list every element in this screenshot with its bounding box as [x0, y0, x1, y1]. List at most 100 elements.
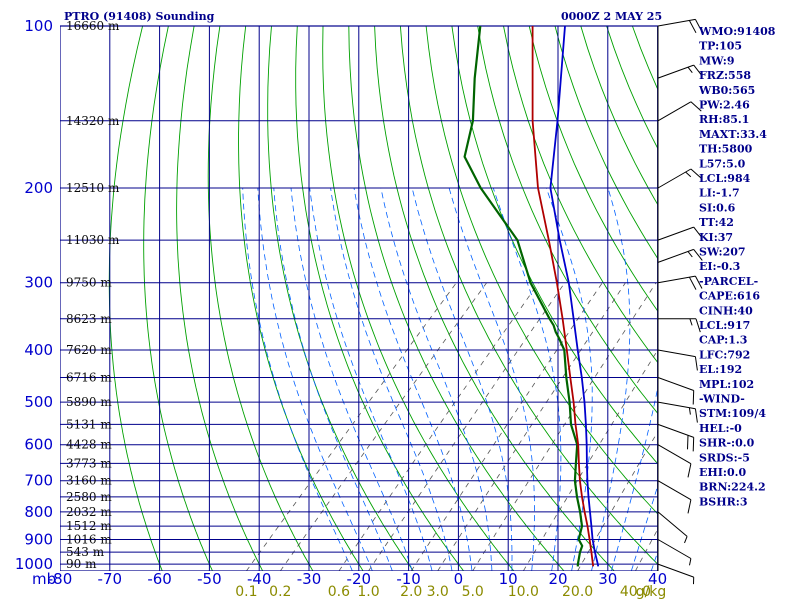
dry-adiabat	[207, 25, 314, 571]
pressure-label: 300	[24, 274, 53, 292]
pressure-label: 800	[24, 503, 53, 521]
wind-barb	[657, 101, 692, 122]
wind-barbs	[657, 18, 703, 585]
pressure-label: 600	[24, 436, 53, 454]
temperature-label: 40	[648, 570, 667, 588]
index-item: LCL:984	[699, 172, 751, 185]
height-label: 5890 m	[66, 395, 112, 409]
mixing-ratio-line	[522, 348, 658, 571]
dry-adiabat	[554, 25, 658, 260]
temperature-label: -20	[347, 570, 372, 588]
wind-barb-flag	[694, 19, 703, 33]
index-item: L57:5.0	[699, 157, 746, 170]
wind-barb-flag	[690, 101, 702, 112]
wind-barb-flag	[689, 558, 692, 566]
mixing-ratio-label: 20.0	[562, 584, 593, 600]
index-item: MW:9	[699, 54, 735, 67]
wind-barb-flag	[687, 435, 689, 450]
mixing-ratio-label: 5.0	[462, 584, 484, 600]
moist-adiabat	[380, 187, 493, 571]
moist-adiabats	[242, 187, 658, 571]
pressure-label: 700	[24, 472, 53, 490]
mixing-ratio-label: 0.1	[235, 584, 257, 600]
index-item: SI:0.6	[699, 201, 736, 214]
height-label: 3773 m	[66, 456, 112, 470]
height-label: 1512 m	[66, 519, 112, 533]
height-label: 90 m	[66, 557, 97, 571]
wind-barb-flag	[694, 408, 698, 423]
temperature-label: -70	[98, 570, 123, 588]
index-item: CAP:1.3	[699, 334, 747, 347]
mixing-ratio-label: 2.0	[400, 584, 422, 600]
index-item: TH:5800	[699, 143, 753, 156]
wind-barb-flag	[687, 499, 692, 514]
moist-adiabat	[448, 187, 535, 571]
moist-adiabat	[591, 187, 631, 571]
wind-barb-flag	[685, 171, 692, 178]
wind-barb-flag	[684, 536, 688, 544]
moist-adiabat	[611, 385, 658, 571]
index-item: WB0:565	[698, 84, 755, 97]
wind-barb	[657, 64, 694, 79]
moist-adiabat	[492, 187, 562, 571]
index-item: KI:37	[699, 231, 733, 244]
index-item: CAPE:616	[699, 290, 760, 303]
wind-barb-flag	[695, 318, 701, 333]
index-item: SHR-:0.0	[699, 437, 755, 450]
index-item: SW:207	[699, 246, 746, 259]
dry-adiabat	[761, 26, 800, 571]
index-item: STM:109/4	[699, 407, 766, 420]
moist-adiabat	[411, 187, 513, 571]
height-label: 4428 m	[66, 438, 112, 452]
wind-barb-flag	[694, 356, 698, 371]
chart-title: PTRO (91408) Sounding	[64, 10, 215, 23]
height-label: 7620 m	[66, 343, 112, 357]
mixing-ratio-line	[437, 282, 626, 571]
height-label: 5131 m	[66, 417, 112, 431]
wind-barb-flag	[692, 390, 695, 405]
dry-adiabat	[787, 26, 800, 571]
temperature-label: 20	[548, 570, 567, 588]
dry-adiabat	[425, 25, 658, 515]
wind-barb	[657, 423, 694, 438]
wind-barb-flag	[687, 66, 693, 74]
mixing-ratio-line	[279, 282, 488, 571]
index-item: MPL:102	[699, 378, 754, 391]
wind-barb	[657, 168, 692, 189]
mixing-ratio-label: 40.0	[620, 584, 651, 600]
wind-barb	[657, 480, 692, 501]
wind-barb	[657, 377, 694, 391]
pressure-unit-label: mb	[32, 570, 56, 588]
temperature-label: -50	[197, 570, 222, 588]
dry-adiabat	[295, 25, 464, 571]
pressure-label: 900	[24, 531, 53, 549]
index-item: LI:-1.7	[699, 187, 740, 200]
temperature-label: -60	[147, 570, 172, 588]
wind-barb	[657, 539, 692, 559]
index-item: BRN:224.2	[699, 481, 766, 494]
wind-barb	[657, 349, 696, 358]
index-item: EL:192	[699, 363, 742, 376]
wind-barb-flag	[693, 226, 703, 239]
wind-barb	[657, 18, 696, 27]
wind-barb-flag	[688, 407, 691, 415]
dry-adiabat	[503, 25, 658, 364]
temperature-label: -80	[48, 570, 73, 588]
index-item: WMO:91408	[698, 25, 776, 38]
moist-adiabat	[242, 187, 353, 571]
index-item: PW:2.46	[699, 99, 750, 112]
wind-barb-flag	[692, 437, 695, 452]
index-item: EI:-0.3	[699, 260, 740, 273]
wind-barb-flag	[687, 463, 692, 478]
wind-barb-flag	[694, 275, 703, 289]
wind-barb-flag	[687, 251, 693, 258]
index-item: TP:105	[699, 40, 742, 53]
dewpoint_line-line	[531, 26, 595, 567]
moist-adiabat	[257, 187, 373, 571]
wind-barb	[657, 444, 692, 465]
plot-frame	[60, 25, 658, 571]
wind-barb	[657, 275, 696, 284]
mixing-ratio-line	[472, 282, 657, 571]
dry-adiabat	[399, 25, 658, 566]
index-item: TT:42	[699, 216, 734, 229]
